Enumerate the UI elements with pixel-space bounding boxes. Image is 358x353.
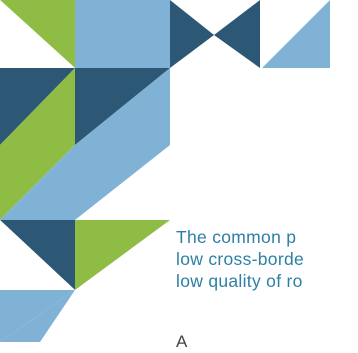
body-paragraph: The common p low cross-borde low quality… bbox=[176, 226, 358, 292]
triangle-tile-3 bbox=[75, 0, 170, 68]
triangle-tile-19 bbox=[0, 290, 75, 342]
triangle-tile-16 bbox=[75, 170, 170, 220]
triangle-tile-10 bbox=[75, 68, 170, 145]
triangle-tile-4 bbox=[170, 0, 214, 68]
triangle-tile-17 bbox=[75, 220, 170, 290]
triangle-tile-2 bbox=[0, 0, 75, 68]
triangle-tile-8 bbox=[0, 68, 75, 145]
triangle-tile-15 bbox=[0, 220, 75, 290]
triangle-tile-12 bbox=[0, 145, 75, 220]
paragraph-line-1: The common p bbox=[176, 227, 297, 247]
geometric-triangle-pattern bbox=[0, 0, 330, 342]
paragraph-line-3: low quality of ro bbox=[176, 271, 303, 291]
triangle-tile-6 bbox=[262, 0, 330, 68]
paragraph-next-line-partial: A bbox=[176, 332, 188, 351]
paragraph-line-2: low cross-borde bbox=[176, 249, 305, 269]
triangle-tile-13 bbox=[75, 145, 170, 220]
triangle-tile-5 bbox=[214, 0, 260, 68]
